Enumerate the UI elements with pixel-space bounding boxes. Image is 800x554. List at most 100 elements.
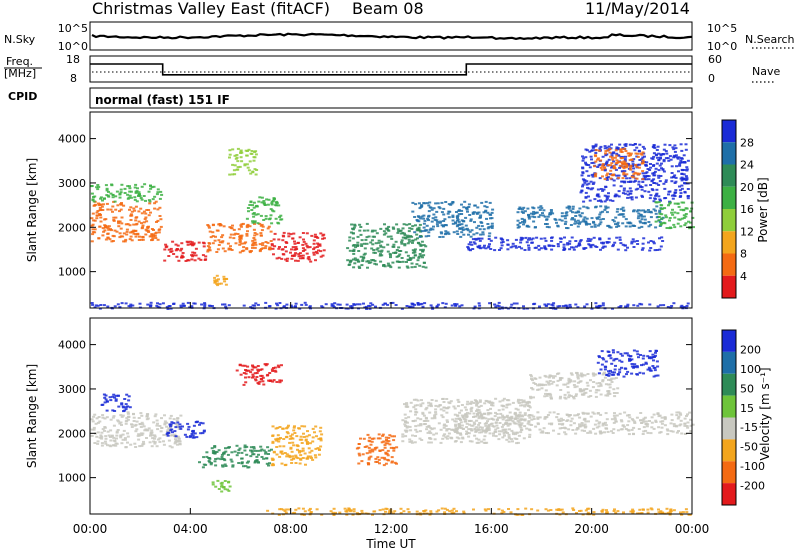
power-colorbar-swatch (722, 142, 736, 165)
velocity-xtick-label: 12:00 (374, 522, 409, 536)
power-colorbar: 4 8 12 16 20 24 28 (721, 119, 754, 299)
velocity-echo-region (211, 479, 232, 493)
power-echo-region (90, 301, 690, 310)
frequency-panel: Freq. [MHz] 18 8 60 0 Nave (4, 53, 780, 85)
power-colorbar-tick: 28 (740, 136, 754, 149)
velocity-colorbar-tick: 50 (740, 382, 754, 395)
cpid-mode: normal (fast) 151 IF (95, 93, 230, 107)
velocity-echo-region (596, 349, 660, 378)
power-echo-region (270, 231, 326, 263)
velocity-echo-region (165, 420, 206, 439)
velocity-echo-region (266, 507, 692, 516)
velocity-colorbar: 200 100 50 15 -15 -50 -100 -200 (721, 329, 765, 506)
noise-left-tick-bottom: 10^0 (58, 40, 88, 53)
velocity-colorbar-tick: 15 (740, 402, 754, 415)
noise-right-tick-bottom: 10^0 (707, 40, 737, 53)
power-colorbar-tick: 12 (740, 225, 754, 238)
velocity-colorbar-swatch (722, 330, 736, 352)
velocity-colorbar-swatch (722, 461, 736, 484)
power-colorbar-swatch (722, 186, 736, 209)
velocity-colorbar-swatch (722, 417, 736, 440)
power-colorbar-label: Power [dB] (756, 177, 770, 242)
velocity-ytick-label: 2000 (58, 427, 86, 440)
velocity-xlabel: Time UT (365, 537, 416, 551)
velocity-colorbar-swatch (722, 351, 736, 374)
nave-tick-bottom: 0 (708, 72, 715, 85)
power-ylabel: Slant Range [km] (25, 158, 39, 262)
power-echo-region (206, 222, 273, 254)
power-ytick-label: 3000 (58, 177, 86, 190)
velocity-echo-region (529, 371, 620, 400)
velocity-colorbar-tick: -15 (740, 421, 758, 434)
velocity-colorbar-label: Velocity [m s⁻¹] (758, 367, 772, 460)
velocity-echo-region (100, 393, 132, 413)
power-echo-region (516, 205, 665, 230)
velocity-echo-region (235, 363, 283, 386)
velocity-colorbar-tick: 100 (740, 363, 761, 376)
velocity-ytick-label: 1000 (58, 472, 86, 485)
power-echo-region (90, 183, 164, 203)
power-echo-region (90, 200, 163, 243)
nave-tick-top: 60 (708, 53, 722, 66)
power-colorbar-swatch (722, 253, 736, 276)
noise-left-label: N.Sky (4, 33, 36, 46)
power-colorbar-tick: 4 (740, 270, 747, 283)
freq-tick-bottom: 8 (70, 72, 77, 85)
power-colorbar-swatch (722, 164, 736, 187)
power-echo-region (411, 200, 495, 238)
freq-tick-top: 18 (66, 53, 80, 66)
velocity-xtick-label: 08:00 (273, 522, 308, 536)
velocity-panel: 1000 2000 3000 4000 00:00 04:00 08:00 12:00 16:… (25, 302, 709, 551)
power-echo-region (163, 240, 208, 262)
date-label: 11/May/2014 (585, 0, 690, 18)
power-colorbar-tick: 16 (740, 203, 754, 216)
noise-sky-trace (91, 32, 693, 41)
velocity-colorbar-tick: -200 (740, 480, 765, 493)
power-ytick-label: 1000 (58, 266, 86, 279)
beam-label: Beam 08 (352, 0, 424, 18)
power-colorbar-swatch (722, 209, 736, 232)
freq-label: Freq. (6, 55, 33, 68)
velocity-ytick-label: 3000 (58, 383, 86, 396)
frequency-trace (90, 63, 692, 76)
velocity-echo-region (355, 433, 399, 467)
velocity-colorbar-tick: -50 (740, 441, 758, 454)
velocity-colorbar-tick: -100 (740, 460, 765, 473)
power-echo-region (593, 147, 645, 181)
velocity-xtick-label: 00:00 (675, 522, 710, 536)
freq-unit-label: [MHz] (4, 67, 36, 80)
velocity-ylabel: Slant Range [km] (25, 364, 39, 468)
noise-panel: N.Sky N.Search 10^5 10^0 10^5 10^0 (4, 21, 795, 53)
power-echo-region (346, 222, 428, 269)
power-echo-region (228, 147, 259, 176)
velocity-colorbar-swatch (722, 439, 736, 462)
power-ytick-label: 2000 (58, 221, 86, 234)
figure-title: Christmas Valley East (fitACF) (92, 0, 330, 18)
noise-left-tick-top: 10^5 (58, 22, 88, 35)
cpid-panel: CPID normal (fast) 151 IF (8, 87, 693, 109)
velocity-echo-region (198, 444, 273, 469)
power-colorbar-swatch (722, 120, 736, 143)
noise-right-tick-top: 10^5 (707, 22, 737, 35)
velocity-xtick-label: 16:00 (474, 522, 509, 536)
power-echo-region (213, 274, 229, 287)
nave-label: Nave (752, 65, 780, 78)
noise-right-label: N.Search (745, 33, 795, 46)
velocity-xtick-label: 00:00 (73, 522, 108, 536)
power-echo-region (654, 201, 695, 230)
power-colorbar-tick: 24 (740, 159, 754, 172)
power-colorbar-tick: 20 (740, 181, 754, 194)
velocity-echo-region (270, 424, 324, 467)
power-colorbar-swatch (722, 275, 736, 298)
power-colorbar-tick: 8 (740, 248, 747, 261)
power-panel: 1000 2000 3000 4000 Slant Range [km] (25, 111, 695, 310)
power-echo-region (245, 196, 284, 225)
velocity-xtick-label: 04:00 (173, 522, 208, 536)
velocity-colorbar-tick: 200 (740, 343, 761, 356)
velocity-ytick-label: 4000 (58, 339, 86, 352)
cpid-label: CPID (8, 90, 37, 103)
velocity-xtick-label: 20:00 (574, 522, 609, 536)
power-echo-region (466, 236, 665, 252)
power-colorbar-swatch (722, 231, 736, 254)
